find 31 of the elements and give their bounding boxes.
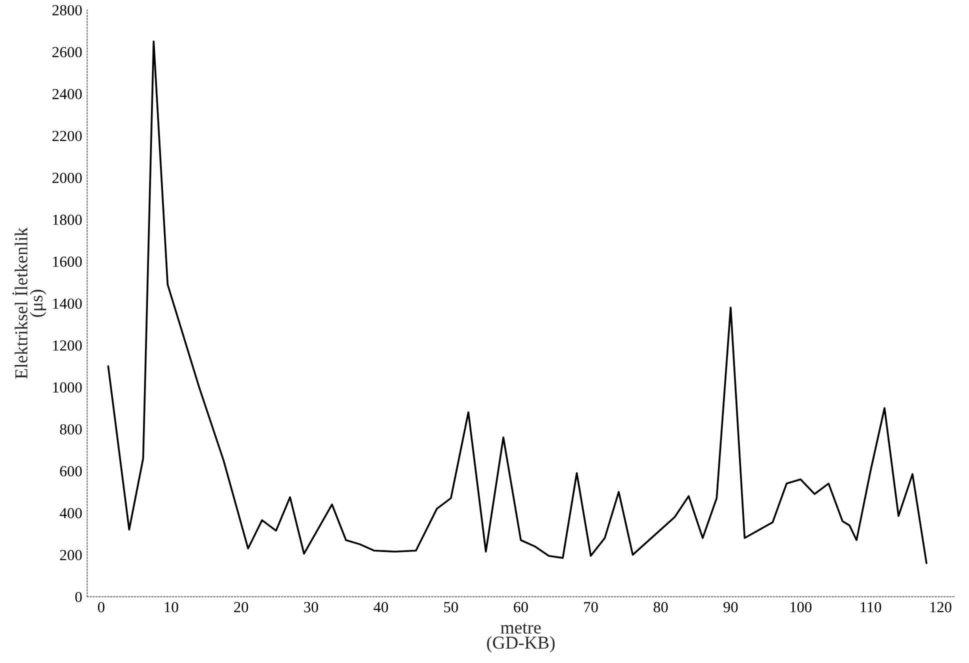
y-tick-label: 2000 <box>52 172 82 184</box>
x-tick-label: 0 <box>98 602 104 612</box>
y-tick-label: 1800 <box>53 214 82 225</box>
x-tick-label: 60 <box>514 602 528 612</box>
x-tick-label: 120 <box>930 602 952 612</box>
y-tick-label: 2600 <box>52 46 82 58</box>
x-axis-title: metre (GD-KB) <box>487 623 555 652</box>
x-tick-label: 100 <box>790 602 812 612</box>
y-tick-label: 2400 <box>52 88 82 100</box>
x-tick-label: 90 <box>724 602 738 612</box>
x-tick-label: 10 <box>164 602 178 612</box>
x-tick-label: 30 <box>304 602 318 612</box>
y-tick-label: 0 <box>75 592 82 602</box>
y-tick-label: 800 <box>60 424 82 435</box>
y-axis-title: Elektriksel İletkenlik (μs) <box>12 227 46 379</box>
y-tick-label: 1200 <box>53 340 82 351</box>
y-tick-label: 2800 <box>52 5 82 16</box>
y-tick-label: 200 <box>60 550 82 560</box>
y-tick-label: 600 <box>60 466 82 476</box>
y-tick-label: 1000 <box>53 382 82 393</box>
y-tick-label: 2200 <box>52 130 82 142</box>
x-tick-label: 40 <box>374 602 388 612</box>
y-tick-label: 400 <box>60 508 82 518</box>
x-tick-label: 50 <box>444 602 458 612</box>
x-tick-label: 70 <box>584 602 598 612</box>
x-tick-label: 80 <box>654 602 668 612</box>
line-series <box>107 40 928 564</box>
y-tick-label: 1600 <box>53 256 82 267</box>
y-tick-label: 1400 <box>53 298 82 309</box>
x-tick-label: 110 <box>860 602 882 612</box>
x-tick-label: 20 <box>234 602 248 612</box>
